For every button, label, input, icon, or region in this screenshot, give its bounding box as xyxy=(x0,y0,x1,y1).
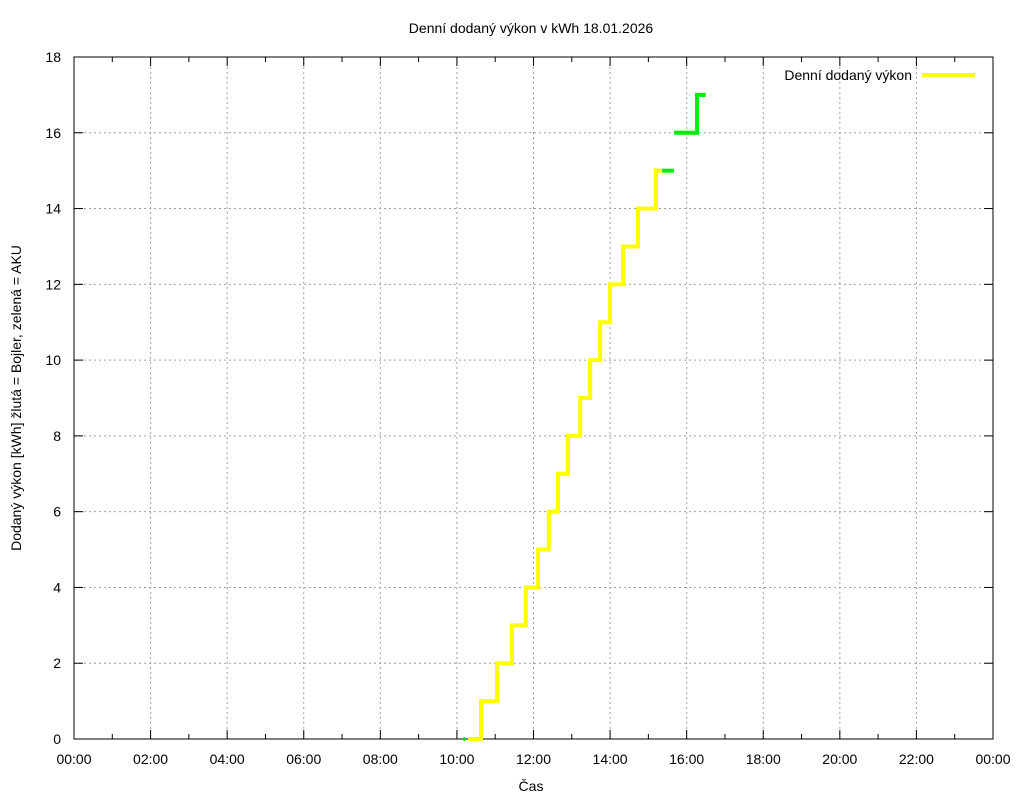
x-tick-label: 16:00 xyxy=(669,751,704,767)
x-tick-label: 04:00 xyxy=(210,751,245,767)
grid xyxy=(74,57,993,739)
x-tick-label: 00:00 xyxy=(975,751,1010,767)
series-line xyxy=(468,168,663,741)
y-axis-label: Dodaný výkon [kWh] žlutá = Bojler, zelen… xyxy=(8,245,24,551)
chart-title: Denní dodaný výkon v kWh 18.01.2026 xyxy=(409,20,654,36)
x-tick-label: 14:00 xyxy=(593,751,628,767)
series-line xyxy=(674,92,706,135)
y-tick-label: 18 xyxy=(45,49,61,65)
legend-label: Denní dodaný výkon xyxy=(784,67,912,83)
y-tick-label: 2 xyxy=(53,655,61,671)
y-tick-label: 12 xyxy=(45,276,61,292)
x-tick-label: 00:00 xyxy=(56,751,91,767)
x-tick-label: 10:00 xyxy=(439,751,474,767)
axis-ticks: 0 2 4 6 8 10 12 14 16 18 00:00 02:00 04:00 06:00 08:00… xyxy=(45,49,1010,767)
x-tick-label: 08:00 xyxy=(363,751,398,767)
y-tick-label: 4 xyxy=(53,579,61,595)
y-tick-label: 14 xyxy=(45,201,61,217)
x-tick-label: 12:00 xyxy=(516,751,551,767)
y-tick-label: 0 xyxy=(53,731,61,747)
y-tick-label: 8 xyxy=(53,428,61,444)
x-tick-label: 18:00 xyxy=(746,751,781,767)
x-tick-label: 02:00 xyxy=(133,751,168,767)
x-tick-label: 06:00 xyxy=(286,751,321,767)
y-tick-label: 6 xyxy=(53,504,61,520)
x-tick-label: 20:00 xyxy=(822,751,857,767)
legend: Denní dodaný výkon xyxy=(784,67,975,83)
data-series xyxy=(463,92,706,741)
y-tick-label: 16 xyxy=(45,125,61,141)
x-axis-label: Čas xyxy=(519,778,544,794)
y-tick-label: 10 xyxy=(45,352,61,368)
x-tick-label: 22:00 xyxy=(899,751,934,767)
